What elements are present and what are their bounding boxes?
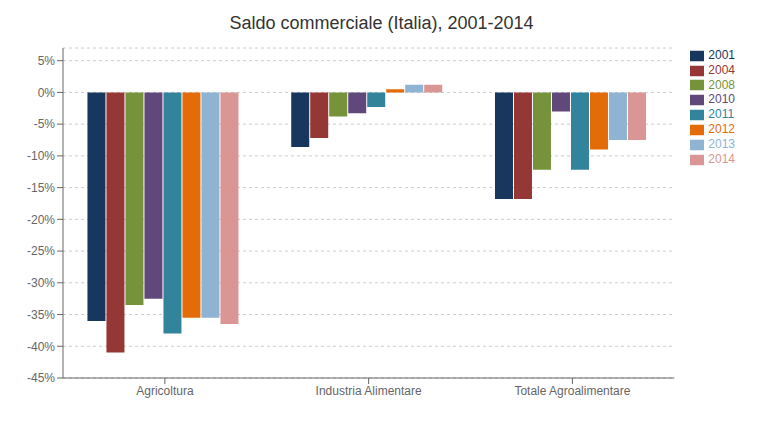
html-text:2004: 2004 <box>708 62 735 77</box>
html-text:2011: 2011 <box>708 107 735 122</box>
svg-text:0%: 0% <box>38 86 56 100</box>
svg-text:-5%: -5% <box>34 117 56 131</box>
svg-text:-15%: -15% <box>27 181 55 195</box>
svg-text:-25%: -25% <box>27 244 55 258</box>
svg-text:Agricoltura: Agricoltura <box>136 384 194 398</box>
svg-text:-45%: -45% <box>27 371 55 385</box>
svg-text:Totale Agroalimentare: Totale Agroalimentare <box>514 384 630 398</box>
svg-text:Industria Alimentare: Industria Alimentare <box>316 384 422 398</box>
svg-text:-35%: -35% <box>27 308 55 322</box>
html-text:2001: 2001 <box>708 48 735 62</box>
html-text:2014: 2014 <box>708 151 735 166</box>
html-text:2013: 2013 <box>708 137 735 151</box>
html-text:2008: 2008 <box>708 77 735 92</box>
html-text:2012: 2012 <box>708 122 735 137</box>
svg-text:-40%: -40% <box>27 340 55 354</box>
svg-text:5%: 5% <box>38 54 56 68</box>
svg-text:-20%: -20% <box>27 213 55 227</box>
html-text:Saldo commerciale (Italia), 20: Saldo commerciale (Italia), 2001-2014 <box>229 13 534 33</box>
svg-text:-10%: -10% <box>27 149 55 163</box>
svg-text:-30%: -30% <box>27 276 55 290</box>
html-text:2010: 2010 <box>708 92 735 107</box>
